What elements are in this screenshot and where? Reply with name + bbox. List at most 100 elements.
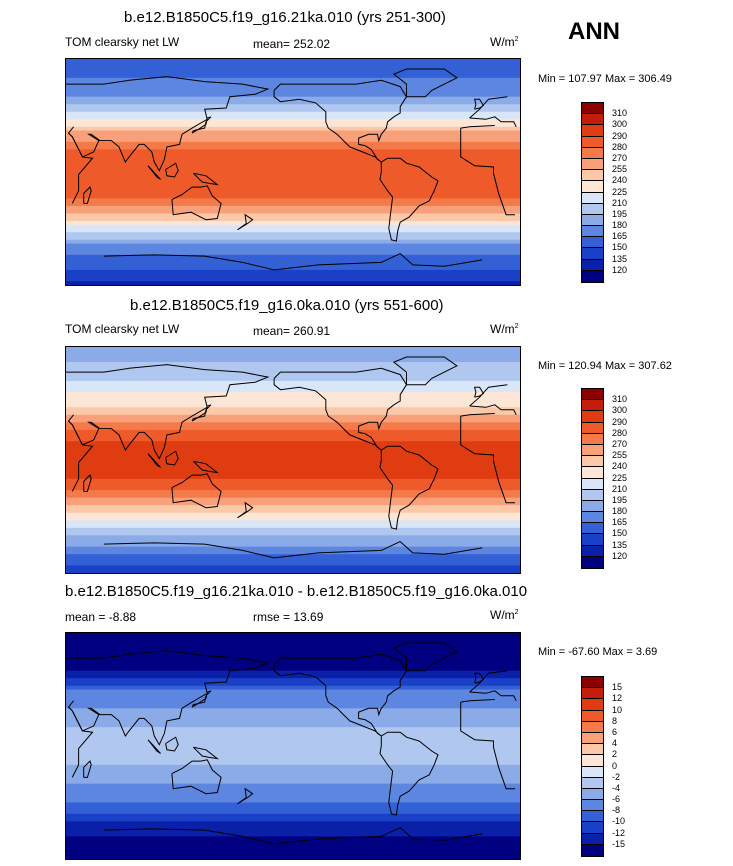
map-band	[66, 202, 520, 207]
map-band	[66, 269, 520, 275]
map-band	[66, 254, 520, 260]
map-band	[66, 779, 520, 785]
map-band	[66, 546, 520, 551]
colorbar-tick-label: 210	[612, 483, 628, 494]
map-band	[66, 557, 520, 563]
map-band	[66, 471, 520, 476]
coastline	[165, 162, 179, 178]
colorbar-tick-label: 6	[612, 726, 618, 737]
map-band	[66, 486, 520, 491]
map-band	[66, 825, 520, 830]
map-band	[66, 217, 520, 222]
map-band	[66, 636, 520, 642]
map-band	[66, 460, 520, 465]
colorbar-tick-label: 180	[612, 220, 628, 231]
map-band	[66, 198, 520, 203]
coastline	[392, 356, 458, 386]
map-band	[66, 172, 520, 177]
map-band	[66, 512, 520, 518]
map-band	[66, 96, 520, 102]
map-band	[66, 810, 520, 815]
map-band	[66, 228, 520, 233]
map-band	[66, 437, 520, 442]
map-band	[66, 448, 520, 454]
coastline	[191, 116, 212, 134]
colorbar-swatch	[582, 422, 603, 434]
map-band	[66, 134, 520, 139]
map-band	[66, 659, 520, 664]
map-band	[66, 828, 520, 834]
colorbar-swatch	[582, 444, 603, 457]
coastline	[66, 76, 517, 172]
map-band	[66, 704, 520, 709]
map-band	[66, 527, 520, 533]
map-band	[66, 111, 520, 117]
colorbar-swatch	[582, 467, 603, 479]
map-band	[66, 119, 520, 124]
colorbar-tick-label: 120	[612, 550, 628, 561]
colorbar-swatch	[582, 688, 603, 700]
colorbar-swatch	[582, 203, 603, 215]
map-band	[66, 220, 520, 226]
map-band	[66, 205, 520, 211]
map-band	[66, 516, 520, 521]
colorbar-swatch	[582, 534, 603, 546]
map-band	[66, 742, 520, 747]
colorbar-tick-label: 180	[612, 506, 628, 517]
coastline	[473, 98, 485, 110]
map-band	[66, 678, 520, 683]
map-band	[66, 791, 520, 796]
coastline	[237, 213, 254, 231]
colorbar-swatch	[582, 833, 603, 845]
map-band	[66, 708, 520, 713]
colorbar-swatch	[582, 766, 603, 778]
panel-1-map	[65, 58, 521, 286]
map-band	[66, 821, 520, 826]
coastline	[147, 165, 161, 180]
map-band	[66, 59, 520, 64]
map-band	[66, 452, 520, 457]
map-band	[66, 89, 520, 94]
colorbar-swatch	[582, 545, 603, 557]
coastline	[103, 541, 483, 559]
map-band	[66, 262, 520, 267]
map-band	[66, 565, 520, 570]
map-band	[66, 444, 520, 450]
map-band	[66, 524, 520, 529]
map-band	[66, 266, 520, 271]
map-band	[66, 840, 520, 845]
map-band	[66, 107, 520, 113]
map-band	[66, 362, 520, 367]
map-band	[66, 802, 520, 807]
colorbar-swatch	[582, 259, 603, 271]
colorbar-swatch	[582, 732, 603, 745]
coastline	[379, 157, 439, 242]
colorbar-tick-label: 310	[612, 108, 628, 119]
map-band	[66, 689, 520, 694]
panel-2-colorbar	[581, 388, 604, 569]
map-band	[66, 74, 520, 79]
map-band	[66, 403, 520, 408]
map-band	[66, 239, 520, 245]
colorbar-swatch	[582, 556, 603, 568]
map-band	[66, 224, 520, 230]
map-band	[66, 418, 520, 423]
map-band	[66, 727, 520, 732]
coastline	[165, 450, 179, 466]
coastline	[379, 445, 439, 530]
coastline	[171, 185, 222, 221]
colorbar-swatch	[582, 721, 603, 733]
coastline	[273, 653, 408, 737]
map-band	[66, 395, 520, 401]
colorbar-tick-label: 225	[612, 472, 628, 483]
map-band	[66, 168, 520, 173]
coastline	[171, 759, 222, 795]
map-band	[66, 542, 520, 548]
map-band	[66, 123, 520, 128]
colorbar-tick-label: 270	[612, 152, 628, 163]
colorbar-tick-label: 195	[612, 494, 628, 505]
panel-2-variable-label: TOM clearsky net LW	[65, 322, 180, 336]
coastline	[103, 827, 483, 845]
map-band	[66, 644, 520, 649]
colorbar-swatch	[582, 411, 603, 423]
